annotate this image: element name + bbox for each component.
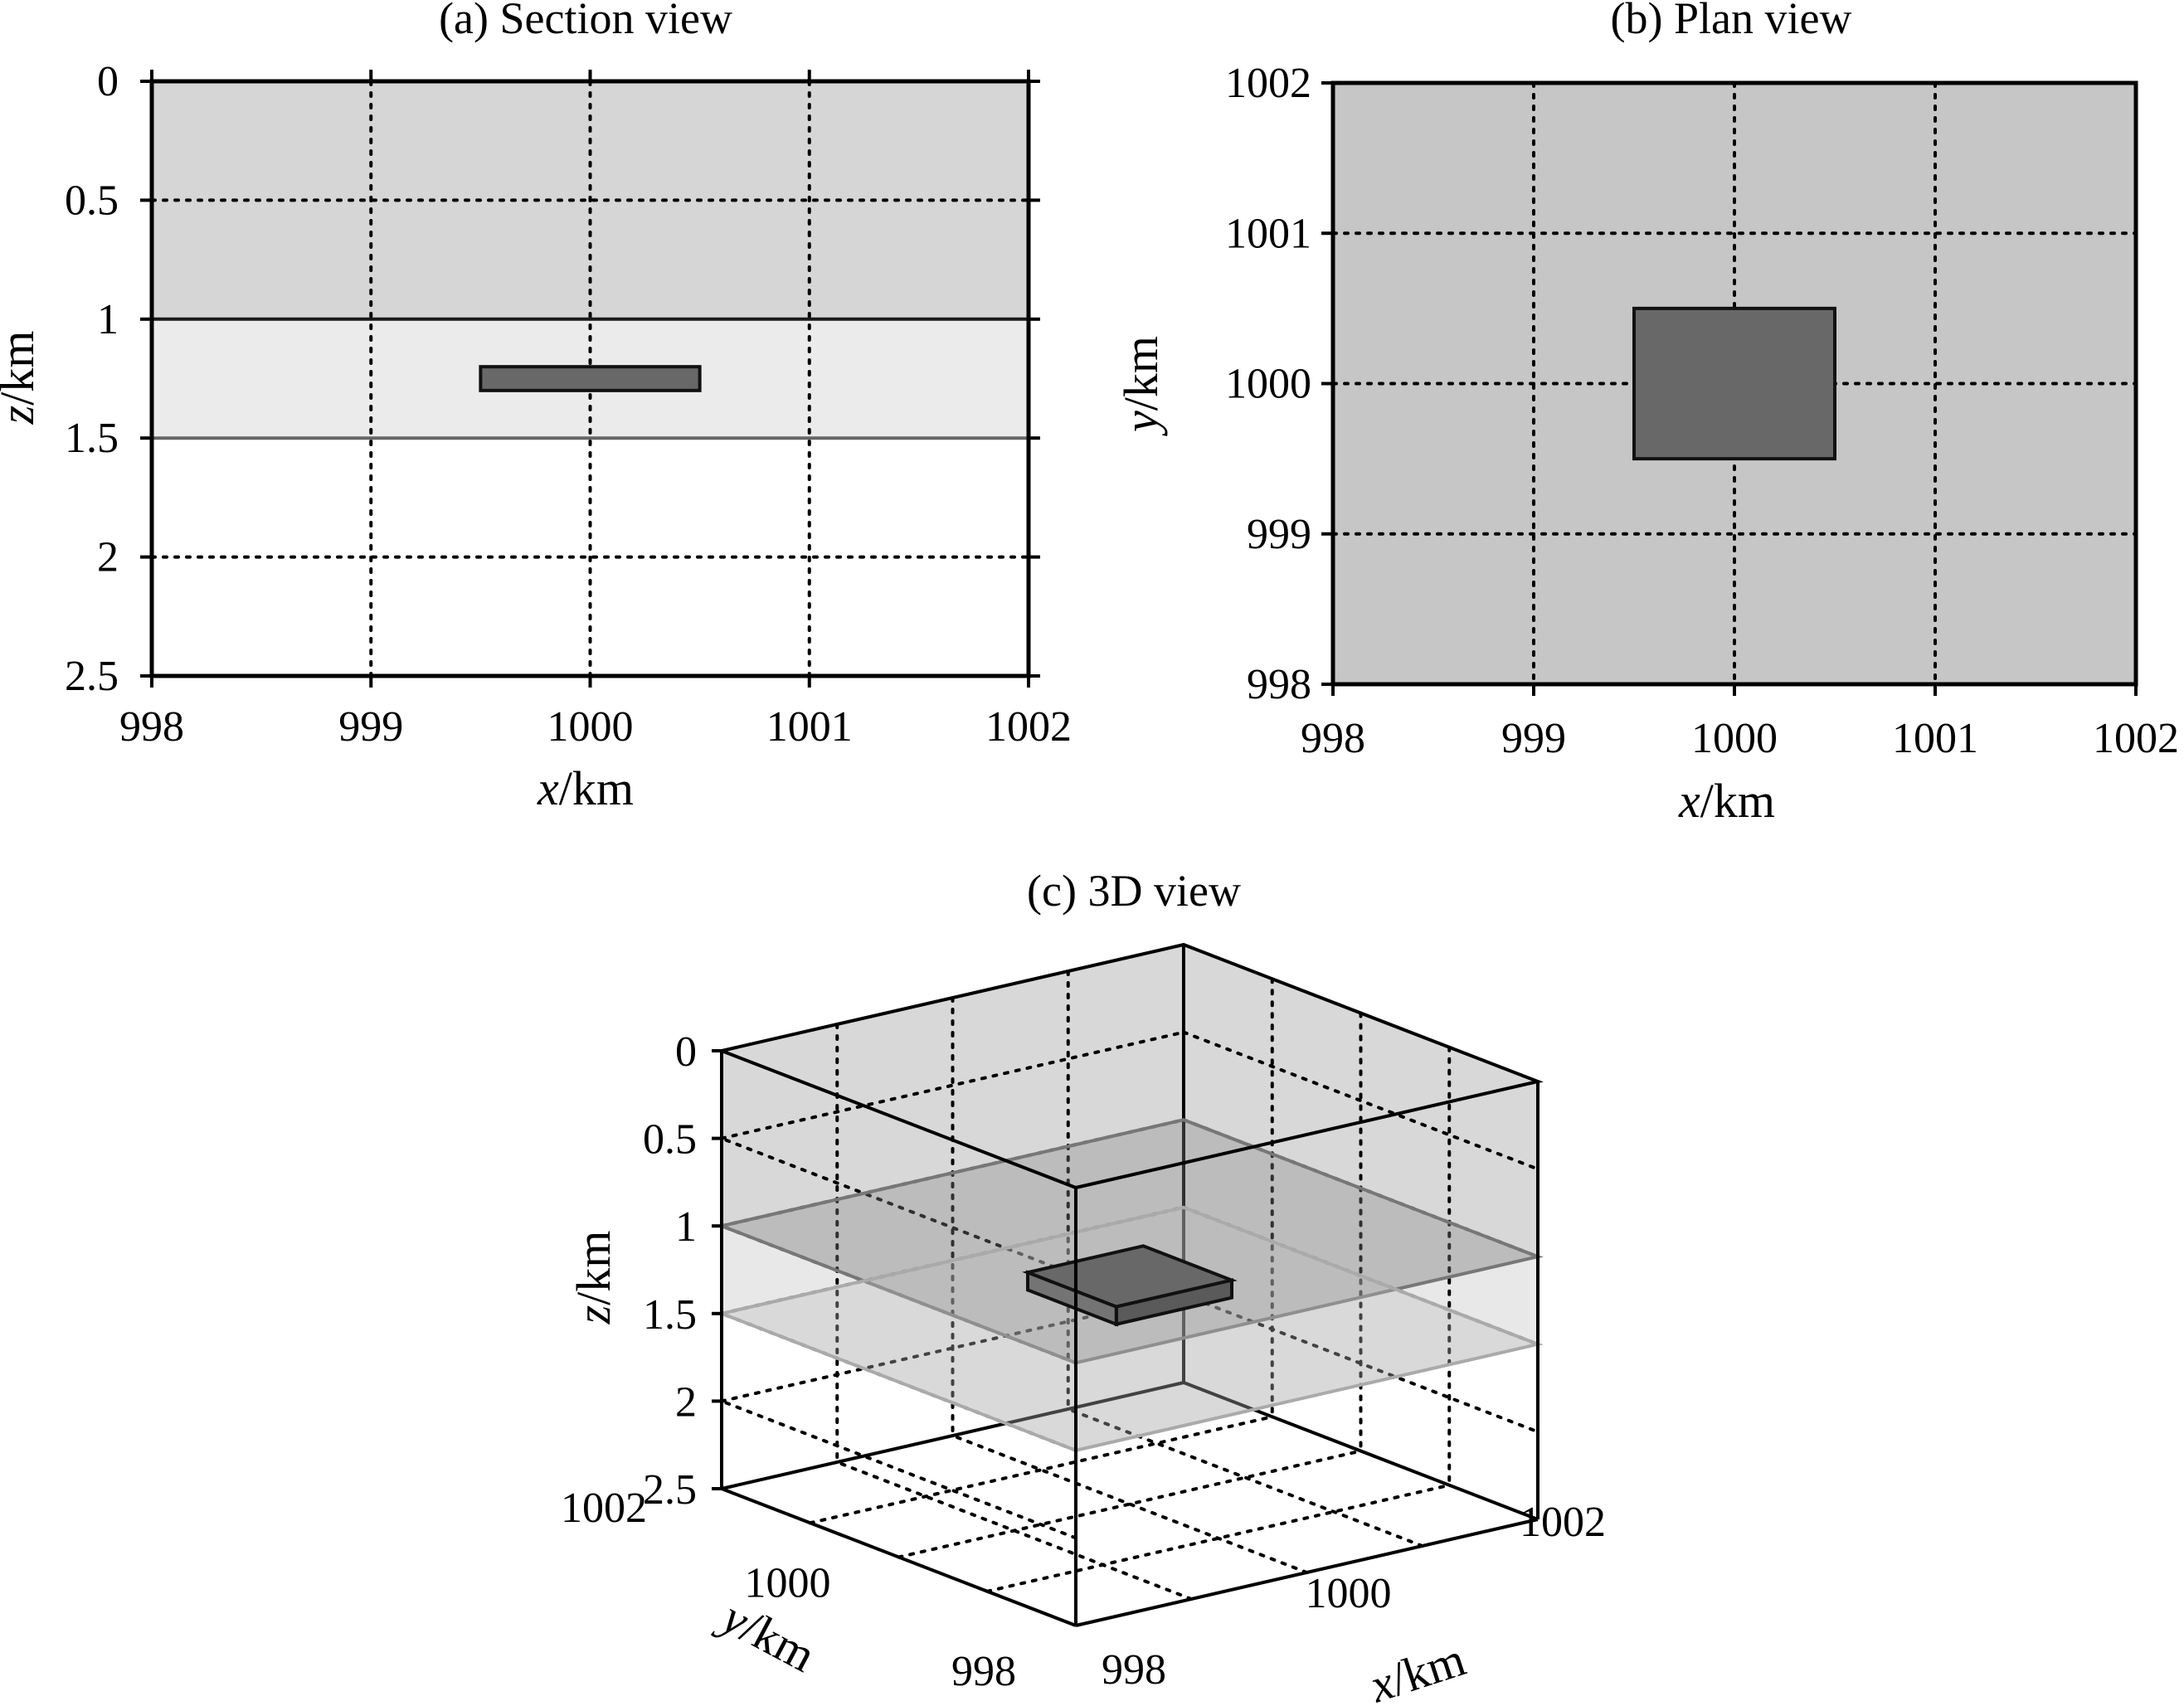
section-z-axis-unit: /km <box>0 331 44 406</box>
y-tick-label: 1000 <box>745 1560 831 1607</box>
section-x-axis-label: x/km <box>537 761 634 815</box>
plan-x-axis-var: x <box>1678 774 1700 828</box>
plan-x-axis-label: x/km <box>1678 774 1775 828</box>
x-tick-label: 1002 <box>985 703 1072 751</box>
left-wall-grid-z <box>720 1399 1077 1540</box>
y-tick-label: 999 <box>1247 511 1311 558</box>
body-left-face <box>1026 1270 1118 1327</box>
x-tick-label: 1001 <box>1892 715 1978 762</box>
plan-view-title: (b) Plan view <box>1611 0 1852 43</box>
three-d-z-axis-var: z <box>567 1305 620 1325</box>
z-tick-label: 1 <box>97 296 119 343</box>
plan-ticks: 998 999 1000 1001 1002 998 999 1000 1001 1002 <box>1225 60 2179 762</box>
section-z-axis-var: z <box>0 406 44 425</box>
right-wall-grid-z <box>1182 1293 1540 1434</box>
y-tick-label: 1001 <box>1225 210 1311 257</box>
x-tick-label: 1001 <box>766 703 853 751</box>
cube-front-bottom-edge-x <box>1075 1518 1539 1627</box>
y-tick-label: 1002 <box>561 1485 647 1532</box>
middle-layer-fill <box>722 1226 1538 1451</box>
z-tick-label: 1.5 <box>643 1291 697 1339</box>
three-d-z-axis-unit: /km <box>567 1231 620 1305</box>
y-tick-label: 998 <box>951 1648 1016 1695</box>
three-d-x-axis-label: x/km <box>1363 1632 1471 1706</box>
three-d-scene: 0 0.5 1 1.5 2 2.5 998 1000 1002 998 1000 1002 <box>561 942 1606 1695</box>
z-tick-label: 2.5 <box>65 653 119 700</box>
z-tick-label: 2 <box>97 534 119 581</box>
x-tick-label: 998 <box>1301 715 1365 762</box>
x-tick-label: 998 <box>1102 1646 1166 1694</box>
y-tick-label: 998 <box>1247 661 1311 708</box>
z-tick-label: 1.5 <box>65 415 119 462</box>
three-d-x-axis-unit: /km <box>1384 1632 1471 1706</box>
x-tick-label: 1000 <box>547 703 634 751</box>
three-d-z-axis-label: z/km <box>567 1231 620 1325</box>
anomalous-body-section <box>479 365 702 392</box>
z-tick-label: 2 <box>675 1378 697 1426</box>
x-tick-label: 1000 <box>1306 1570 1392 1617</box>
section-x-axis-unit: /km <box>559 761 634 815</box>
anomalous-body-plan <box>1632 306 1836 461</box>
x-tick-label: 1002 <box>2093 715 2179 762</box>
plan-x-axis-unit: /km <box>1700 774 1775 828</box>
three-d-view-title: (c) 3D view <box>1027 866 1241 916</box>
section-z-axis-label: z/km <box>0 331 44 425</box>
section-x-axis-var: x <box>537 761 559 815</box>
section-grid <box>150 80 1030 678</box>
floor-grid-x <box>1066 1407 1424 1548</box>
z-tick-label: 0.5 <box>643 1116 697 1164</box>
interface-plane-1 <box>716 1118 1544 1365</box>
section-view-title: (a) Section view <box>439 0 732 43</box>
x-tick-label: 998 <box>119 703 184 751</box>
y-tick-label: 1002 <box>1225 60 1311 107</box>
x-tick-label: 1002 <box>1520 1499 1606 1546</box>
plan-y-axis-var: y <box>1114 411 1168 436</box>
right-wall-grid-z <box>1182 1030 1540 1171</box>
cube-back-bottom-edge <box>721 1381 1184 1490</box>
floor-grid-y <box>897 1449 1363 1559</box>
section-view-panel: (a) Section view 998 999 1000 1001 1002 0 0.5 1… <box>0 0 1072 815</box>
cube-back-right-bottom-edge <box>1183 1381 1539 1521</box>
x-tick-label: 999 <box>338 703 403 751</box>
three-d-view-panel: (c) 3D view 0 0.5 1 1.5 2 2.5 998 1000 1002 998 10… <box>561 866 1606 1706</box>
z-tick-label: 0 <box>97 58 119 105</box>
z-tick-label: 0 <box>675 1028 697 1076</box>
z-tick-label: 2.5 <box>643 1466 697 1514</box>
cube-front-bottom-edge-y <box>721 1487 1077 1627</box>
interface-plane-2 <box>716 1205 1544 1452</box>
cube-top-face-outline <box>716 942 1544 1190</box>
x-tick-label: 999 <box>1501 715 1566 762</box>
plan-y-axis-label: y/km <box>1114 336 1168 436</box>
plan-y-axis-unit: /km <box>1114 336 1168 411</box>
section-ticks: 998 999 1000 1001 1002 0 0.5 1 1.5 2 2.5 <box>65 58 1072 751</box>
back-wall-grid-z <box>720 1030 1185 1140</box>
z-tick-label: 0.5 <box>65 177 119 224</box>
floor-grid-y <box>808 1415 1274 1525</box>
y-tick-label: 1000 <box>1225 361 1311 408</box>
plan-view-panel: (b) Plan view 998 999 1000 1001 1002 998 999 10… <box>1114 0 2179 828</box>
z-tick-label: 1 <box>675 1203 697 1251</box>
left-wall-grid-z <box>720 1136 1077 1277</box>
x-tick-label: 1000 <box>1691 715 1778 762</box>
